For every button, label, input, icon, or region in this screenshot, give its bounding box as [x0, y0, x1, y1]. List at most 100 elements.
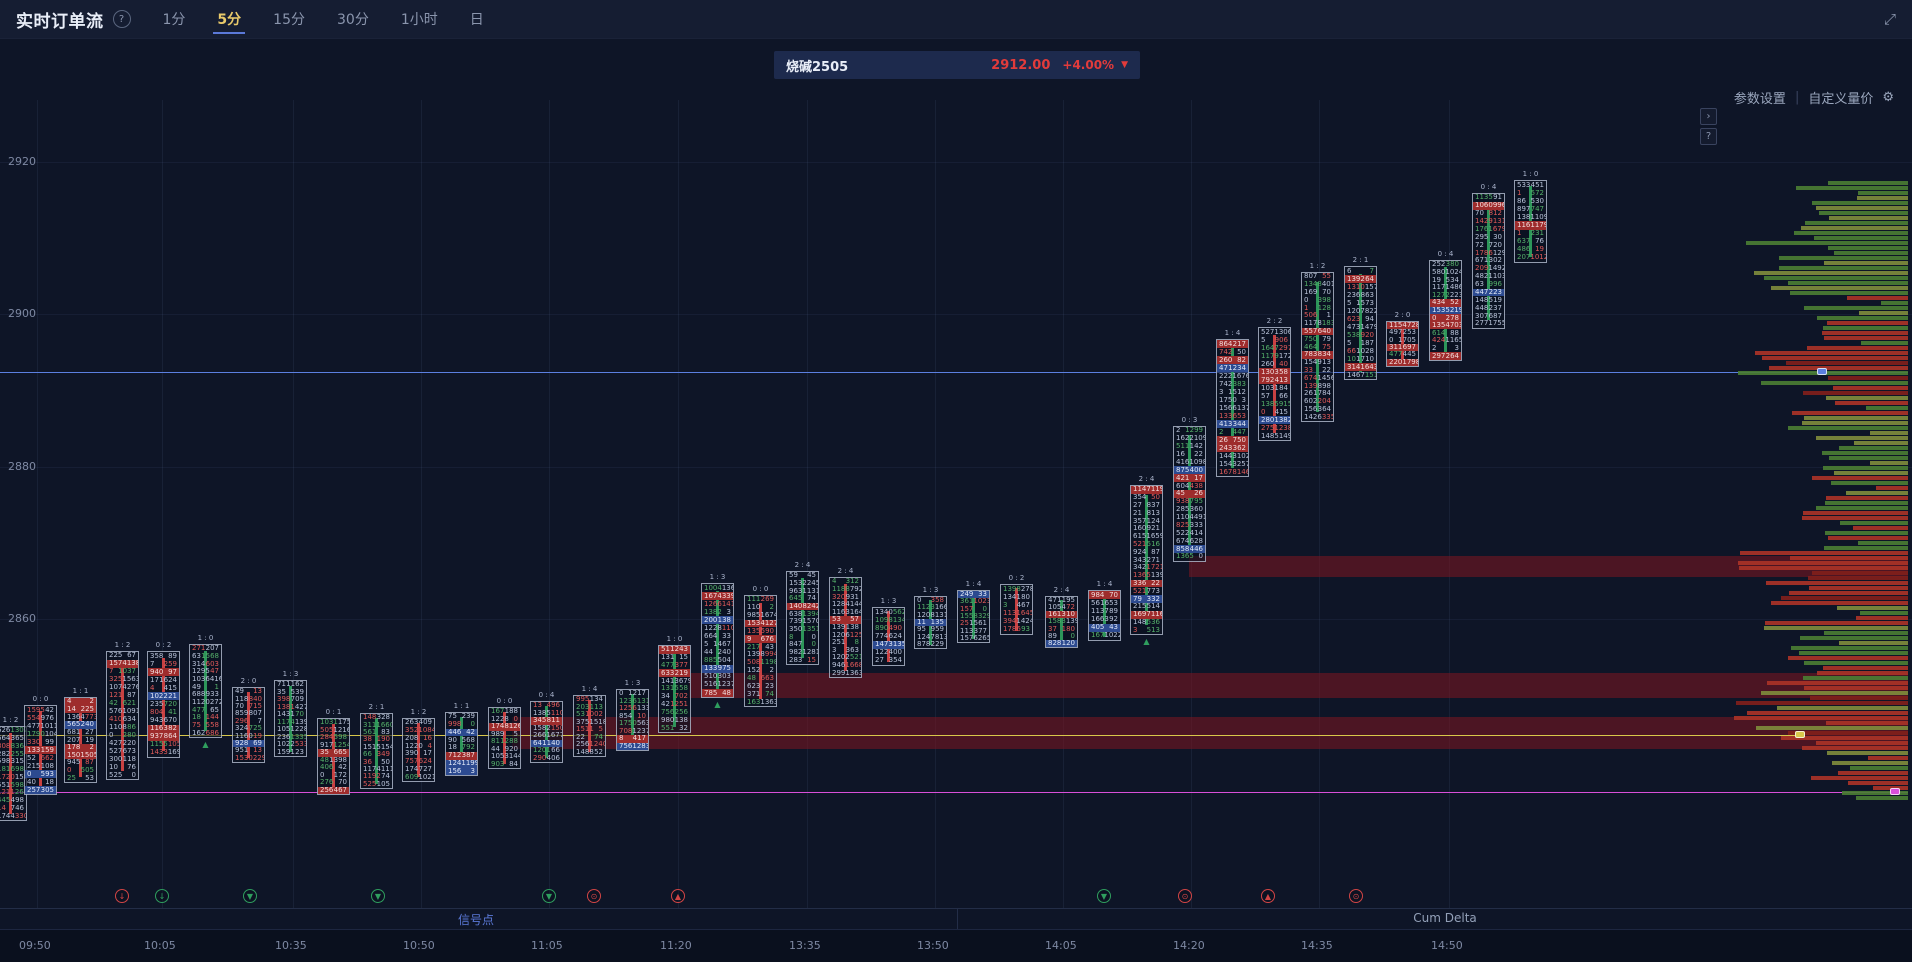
tab-daily[interactable]: 日 — [469, 12, 484, 28]
tab-15min[interactable]: 15分 — [273, 12, 305, 28]
bid-volume-cell: 44 — [704, 648, 713, 657]
ask-volume-cell: 259 — [163, 660, 177, 668]
ask-volume-cell: 4 — [427, 742, 432, 750]
candle-price-row: 12661419 — [702, 600, 733, 608]
ask-volume-cell: 467 — [333, 786, 347, 794]
tab-5min[interactable]: 5分 — [213, 0, 245, 39]
ask-volume-cell: 377 — [674, 661, 688, 670]
ask-volume-cell: 7 — [1369, 267, 1374, 275]
bid-volume-cell: 139 — [1304, 382, 1318, 390]
footprint-candle: 1 : 262613026643658088362822555983151816… — [0, 715, 27, 821]
ask-volume-cell: 1363 — [760, 698, 776, 706]
candle-price-row: 16221094 — [1174, 435, 1205, 443]
bid-volume-cell: 510 — [704, 672, 718, 681]
bid-volume-cell: 1310 — [1347, 283, 1365, 291]
volume-profile-bar — [1812, 571, 1908, 575]
bid-volume-cell: 0 — [917, 597, 922, 605]
candle-price-row: 2771755 — [1473, 320, 1504, 328]
ask-volume-cell: 1002 — [585, 711, 603, 719]
collapse-panel-button[interactable]: › — [1700, 108, 1717, 125]
candle-price-row: 0 505 — [65, 767, 96, 775]
bid-volume-cell: 133 — [27, 746, 41, 754]
bid-volume-cell: 42 — [109, 699, 118, 708]
bid-volume-cell: 1272 — [1432, 291, 1450, 299]
bid-volume-cell: 16 — [1176, 450, 1185, 459]
candle-price-row: 263 409 — [403, 719, 434, 727]
panel-help-button[interactable]: ? — [1700, 128, 1717, 145]
instrument-selector[interactable]: 烧碱2505 2912.00 +4.00% ▼ — [774, 51, 1140, 79]
candle-price-row: 13101573 — [1345, 283, 1376, 291]
volume-profile-bar — [1860, 611, 1908, 615]
fullscreen-icon[interactable]: ⤢ — [1883, 10, 1896, 28]
ask-volume-cell: 504 — [717, 656, 731, 665]
tab-1min[interactable]: 1分 — [162, 12, 186, 28]
bid-volume-cell: 1208 — [917, 611, 935, 619]
bid-volume-cell: 2 — [1219, 428, 1224, 436]
ask-volume-cell: 1254 — [333, 741, 349, 749]
upper-blue-price-line-handle[interactable] — [1817, 368, 1827, 375]
ask-volume-cell: 240 — [80, 720, 94, 729]
price-tick-label: 2880 — [8, 460, 36, 473]
candle-price-row: 565 240 — [65, 720, 96, 729]
vertical-gridline — [37, 100, 38, 908]
candle-price-row: 27 837 — [1131, 502, 1162, 510]
bid-volume-cell: 1558 — [960, 612, 978, 620]
vertical-gridline — [1063, 100, 1064, 908]
bid-volume-cell: 951 — [235, 747, 249, 755]
candle-price-row: 1201 66 — [531, 747, 562, 755]
custom-volume-price-button[interactable]: 自定义量价 — [1808, 92, 1874, 107]
ask-volume-cell: 401 — [1321, 280, 1333, 289]
bid-volume-cell: 1188 — [832, 585, 850, 593]
bid-volume-cell: 63 — [192, 652, 201, 660]
candle-imbalance-header: 2 : 4 — [1138, 475, 1155, 483]
param-settings-button[interactable]: 参数设置 — [1733, 92, 1786, 107]
candle-imbalance-header: 1 : 0 — [197, 634, 214, 642]
volume-profile-bar — [1792, 411, 1908, 415]
ask-volume-cell: 87 — [1151, 548, 1160, 556]
bid-volume-cell: 21 — [1133, 509, 1142, 517]
gear-icon[interactable]: ⚙ — [1882, 90, 1894, 105]
candle-price-row: 951 13 — [233, 747, 264, 754]
instrument-name: 烧碱2505 — [786, 59, 849, 75]
volume-profile-bar — [1805, 221, 1908, 225]
time-tick-label: 11:05 — [531, 939, 563, 952]
magenta-price-line-handle[interactable] — [1890, 788, 1900, 795]
candle-price-row: 162 686 — [190, 729, 221, 737]
volume-profile-bar — [1769, 366, 1908, 370]
bid-volume-cell: 169 — [1304, 288, 1318, 296]
bid-volume-cell: 508 — [747, 658, 761, 667]
candle-price-row: 157 0 — [958, 606, 989, 613]
bid-volume-cell: 290 — [533, 754, 547, 762]
candle-price-row: 943 670 — [148, 717, 179, 725]
candle-price-row: 249 33 — [958, 591, 989, 599]
candle-price-row: 807 55 — [1302, 273, 1333, 281]
bid-volume-cell: 638 — [789, 610, 803, 618]
ask-volume-cell: 1195 — [1057, 597, 1075, 605]
bid-volume-cell: 1473 — [875, 640, 893, 649]
candle-price-row: 3251563 — [107, 676, 138, 684]
bid-volume-cell: 1381 — [1517, 213, 1535, 221]
candle-price-row: 8 417 — [617, 735, 648, 743]
footprint-candle: 1 : 222567157413807103732515631074276121… — [106, 640, 139, 780]
bid-volume-cell: 343 — [1133, 556, 1147, 564]
bid-volume-cell: 1790 — [27, 730, 45, 738]
bid-volume-cell: 1678 — [1219, 468, 1237, 476]
vertical-gridline — [935, 100, 936, 908]
tab-30min[interactable]: 30分 — [337, 12, 369, 28]
ask-volume-cell: 74 — [594, 733, 603, 741]
bid-volume-cell: 124 — [448, 759, 462, 767]
help-icon[interactable]: ? — [112, 10, 131, 28]
ask-volume-cell: 13 — [1322, 358, 1331, 367]
candle-price-row: 17481268 — [489, 723, 520, 731]
ask-volume-cell: 358 — [930, 597, 944, 605]
candle-price-row: 1247813 — [915, 633, 946, 640]
bid-volume-cell: 421 — [1176, 474, 1190, 482]
yellow-price-line-handle[interactable] — [1795, 731, 1805, 738]
bid-volume-cell: 163 — [747, 698, 761, 706]
tab-1hour[interactable]: 1小时 — [400, 12, 438, 28]
ask-volume-cell: 66 — [1279, 392, 1288, 400]
candle-cell-box: 1004136167433912661419138232001381228110… — [701, 583, 734, 698]
ask-volume-cell: 302 — [1488, 257, 1502, 265]
ask-volume-cell: 686 — [205, 729, 219, 737]
